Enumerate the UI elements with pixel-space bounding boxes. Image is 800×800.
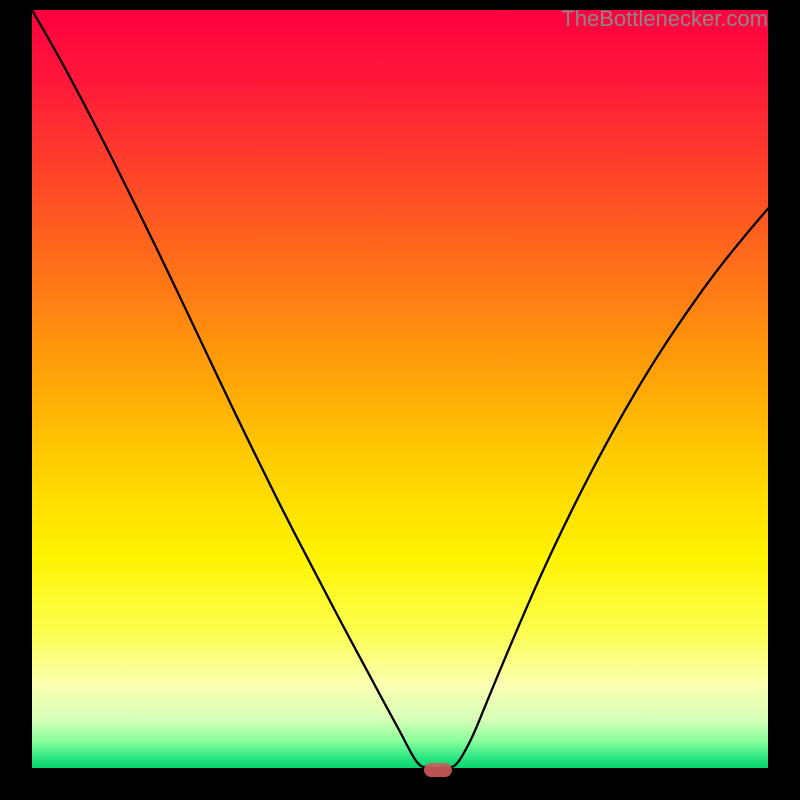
- optimum-marker: [424, 763, 452, 777]
- bottleneck-curve: [32, 10, 768, 768]
- watermark-text: TheBottlenecker.com: [561, 6, 768, 32]
